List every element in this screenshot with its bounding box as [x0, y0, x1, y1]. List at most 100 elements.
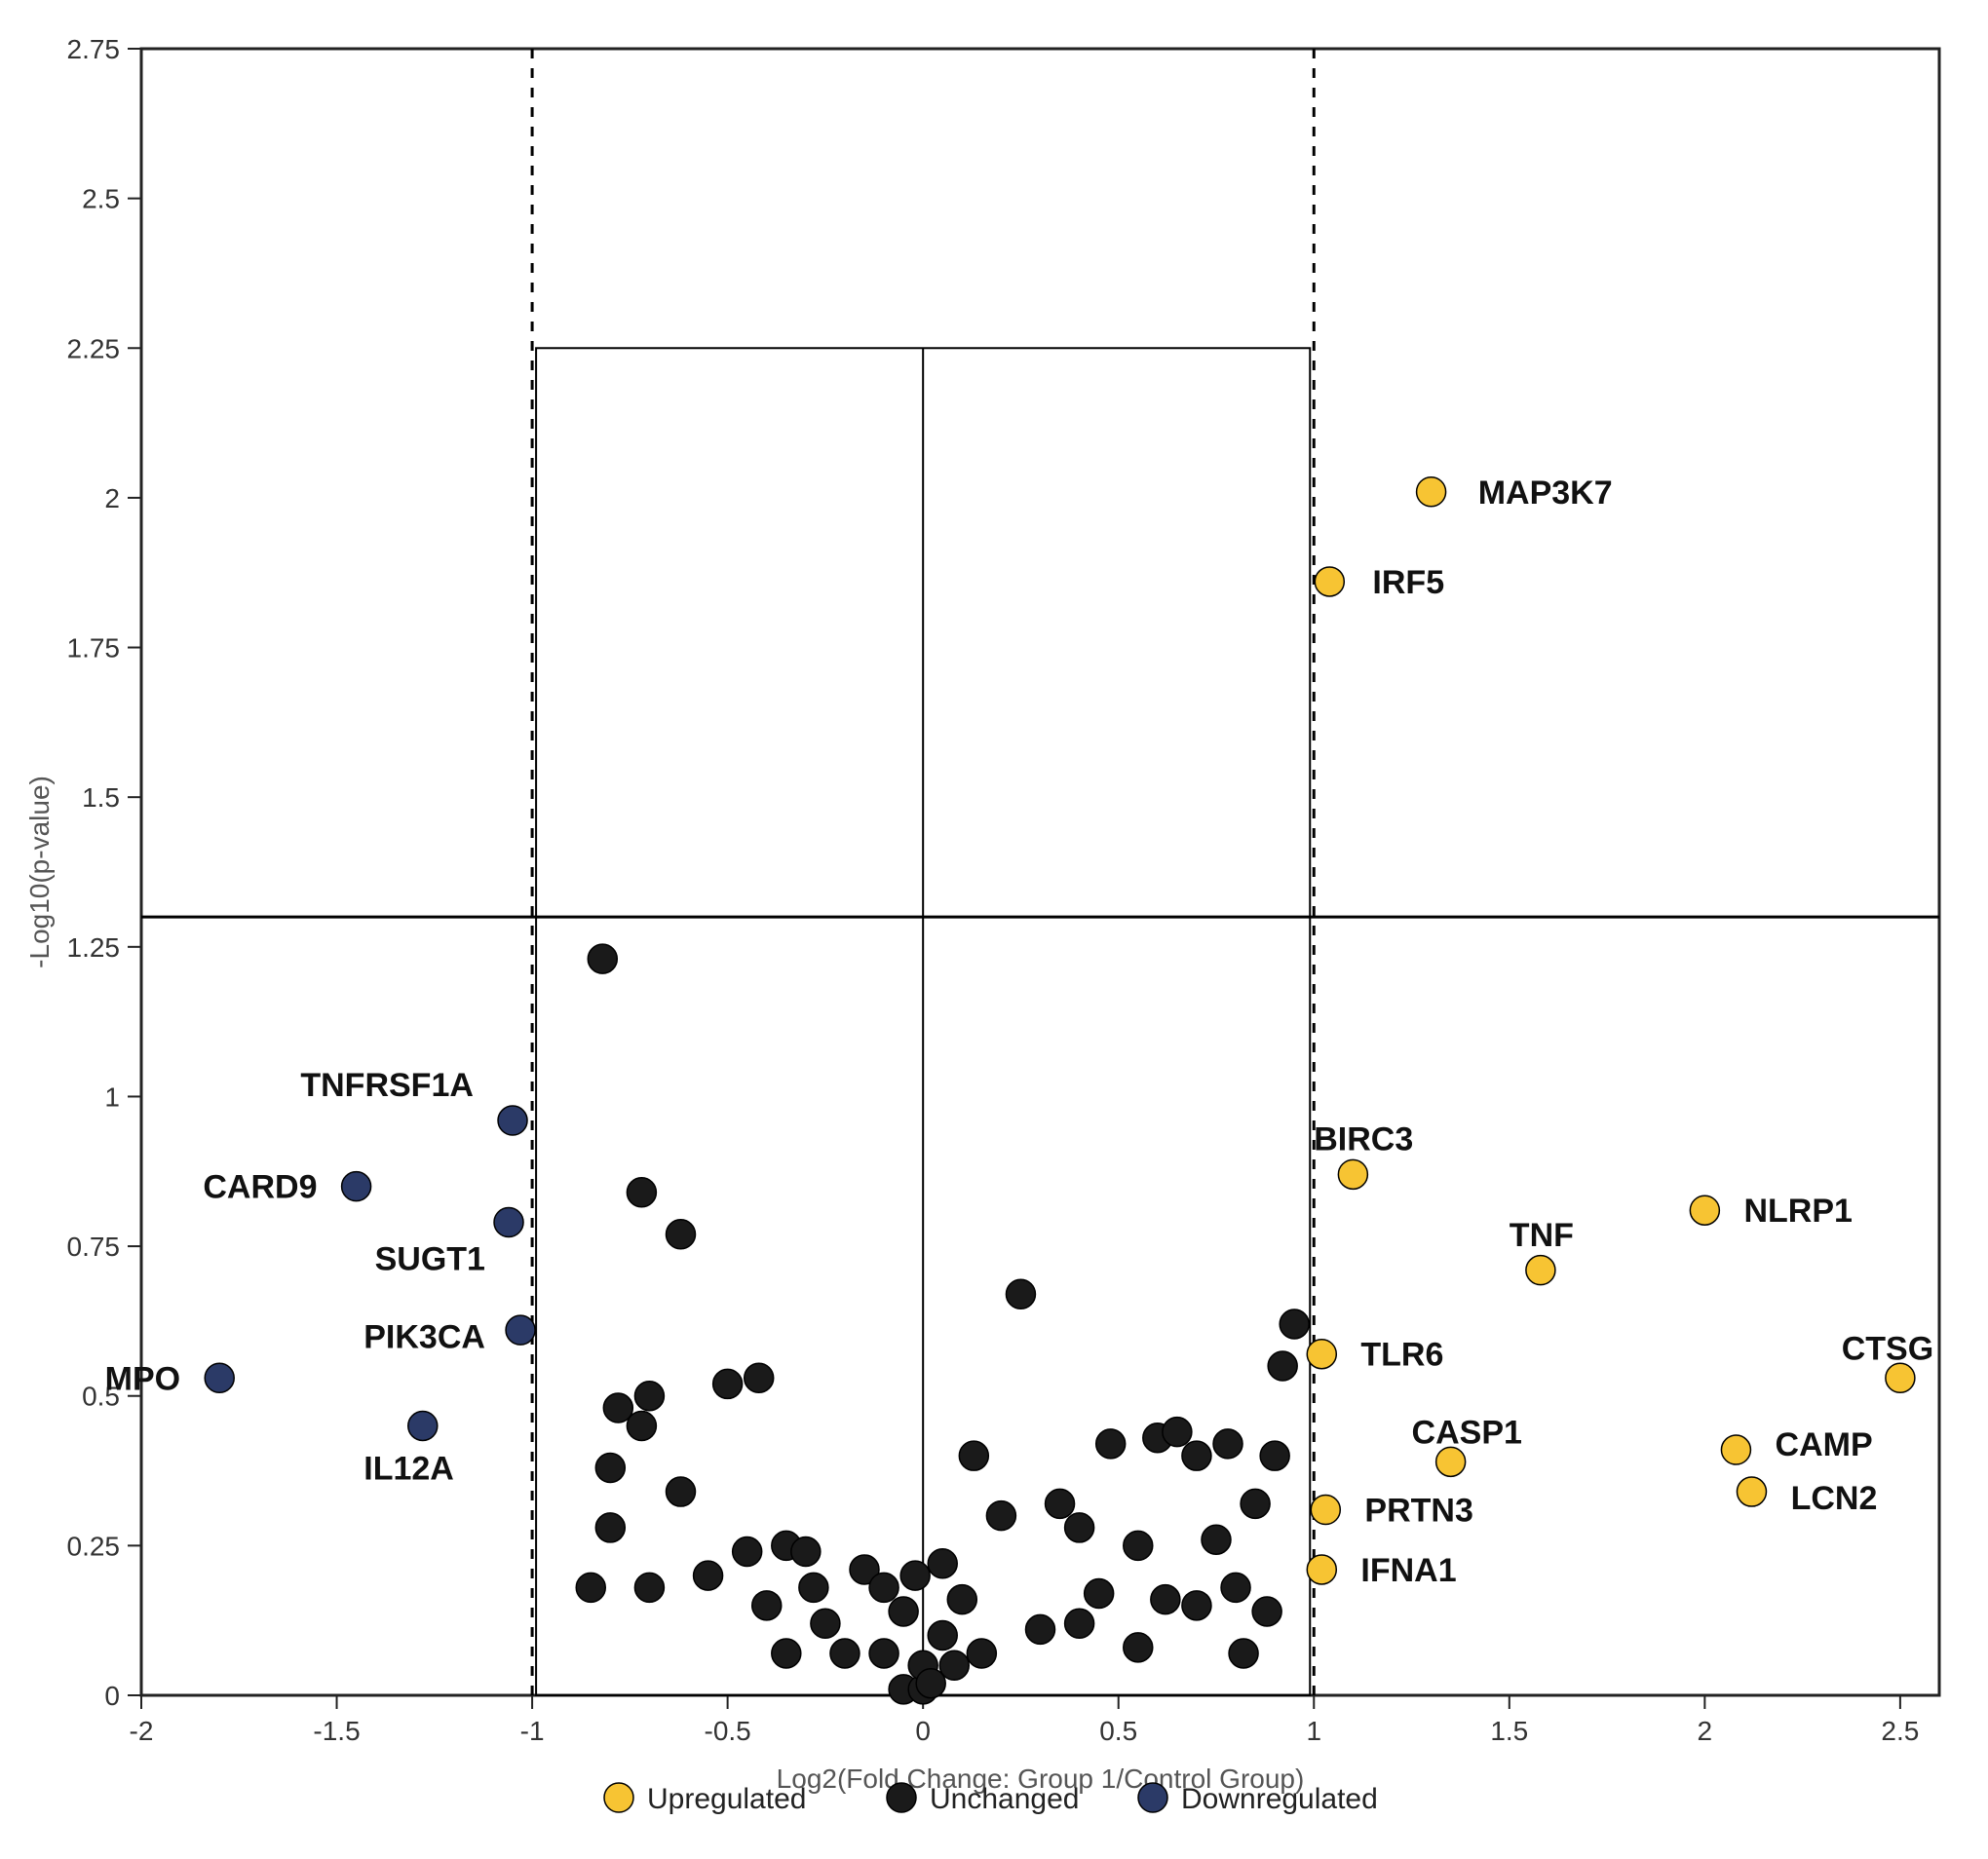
- svg-text:1.5: 1.5: [82, 782, 120, 813]
- point-unchanged: [772, 1639, 801, 1668]
- plot-bg: [0, 0, 1988, 1859]
- point-up: [1307, 1555, 1336, 1584]
- svg-text:0.5: 0.5: [1099, 1716, 1137, 1746]
- svg-text:2.5: 2.5: [1881, 1716, 1919, 1746]
- point-unchanged: [595, 1453, 625, 1482]
- svg-text:1.25: 1.25: [67, 932, 121, 963]
- point-unchanged: [959, 1441, 988, 1470]
- point-unchanged: [967, 1639, 996, 1668]
- point-unchanged: [811, 1609, 840, 1638]
- point-unchanged: [799, 1573, 828, 1602]
- gene-label: CTSG: [1842, 1331, 1933, 1368]
- point-unchanged: [1268, 1351, 1297, 1381]
- volcano-plot: -2-1.5-1-0.500.511.522.500.250.50.7511.2…: [0, 0, 1988, 1859]
- point-up: [1721, 1435, 1750, 1464]
- point-down: [205, 1363, 234, 1392]
- point-unchanged: [733, 1537, 762, 1567]
- gene-label: TLR6: [1360, 1337, 1443, 1374]
- point-unchanged: [634, 1573, 664, 1602]
- point-unchanged: [1280, 1309, 1309, 1339]
- point-unchanged: [595, 1513, 625, 1542]
- svg-text:1: 1: [104, 1081, 120, 1112]
- gene-label: PIK3CA: [363, 1318, 485, 1355]
- svg-text:-1.5: -1.5: [313, 1716, 360, 1746]
- legend-label: Unchanged: [930, 1783, 1079, 1815]
- legend-marker: [887, 1783, 916, 1812]
- point-up: [1315, 567, 1344, 596]
- point-down: [408, 1411, 438, 1440]
- point-unchanged: [1085, 1579, 1114, 1609]
- svg-text:0.75: 0.75: [67, 1232, 121, 1262]
- svg-text:0: 0: [104, 1681, 120, 1711]
- point-unchanged: [939, 1650, 969, 1680]
- point-up: [1436, 1447, 1466, 1476]
- gene-label: LCN2: [1791, 1480, 1878, 1517]
- point-unchanged: [1221, 1573, 1250, 1602]
- point-up: [1417, 477, 1446, 507]
- svg-text:-0.5: -0.5: [705, 1716, 751, 1746]
- point-unchanged: [947, 1585, 976, 1614]
- point-up: [1307, 1340, 1336, 1369]
- gene-label: TNF: [1510, 1217, 1574, 1254]
- point-unchanged: [713, 1369, 743, 1398]
- point-unchanged: [791, 1537, 821, 1567]
- point-unchanged: [1241, 1489, 1270, 1518]
- point-unchanged: [576, 1573, 605, 1602]
- legend-label: Upregulated: [647, 1783, 806, 1815]
- point-unchanged: [830, 1639, 860, 1668]
- y-axis-label: -Log10(p-value): [24, 776, 55, 968]
- point-unchanged: [1026, 1614, 1055, 1644]
- point-unchanged: [1124, 1633, 1153, 1662]
- gene-label: CAMP: [1776, 1426, 1873, 1463]
- point-unchanged: [1213, 1429, 1242, 1459]
- svg-text:2.75: 2.75: [67, 34, 121, 64]
- point-unchanged: [1065, 1609, 1094, 1638]
- point-unchanged: [1252, 1597, 1281, 1626]
- legend: UpregulatedUnchangedDownregulated: [604, 1783, 1378, 1815]
- point-down: [506, 1315, 535, 1345]
- point-unchanged: [752, 1591, 782, 1620]
- gene-label: NLRP1: [1743, 1193, 1852, 1230]
- svg-text:-1: -1: [520, 1716, 545, 1746]
- gene-label: SUGT1: [375, 1240, 485, 1277]
- gene-label: IL12A: [363, 1450, 454, 1487]
- gene-label: IFNA1: [1360, 1552, 1456, 1589]
- point-unchanged: [1151, 1585, 1180, 1614]
- point-up: [1690, 1195, 1719, 1225]
- point-unchanged: [1006, 1279, 1035, 1309]
- legend-marker: [1138, 1783, 1167, 1812]
- point-unchanged: [667, 1477, 696, 1506]
- point-unchanged: [1260, 1441, 1289, 1470]
- point-unchanged: [928, 1549, 957, 1578]
- point-unchanged: [634, 1382, 664, 1411]
- svg-text:2.25: 2.25: [67, 333, 121, 363]
- point-up: [1526, 1256, 1555, 1285]
- point-down: [494, 1208, 523, 1237]
- svg-text:0: 0: [915, 1716, 931, 1746]
- point-unchanged: [667, 1220, 696, 1249]
- point-unchanged: [1096, 1429, 1126, 1459]
- gene-label: PRTN3: [1364, 1492, 1472, 1529]
- point-unchanged: [588, 944, 617, 973]
- point-unchanged: [1202, 1525, 1231, 1554]
- point-unchanged: [1182, 1591, 1211, 1620]
- gene-label: CASP1: [1412, 1415, 1522, 1452]
- point-unchanged: [900, 1561, 930, 1590]
- point-unchanged: [928, 1621, 957, 1650]
- svg-text:2.5: 2.5: [82, 184, 120, 214]
- point-unchanged: [745, 1363, 774, 1392]
- svg-text:2: 2: [1698, 1716, 1713, 1746]
- gene-label: MAP3K7: [1478, 474, 1613, 512]
- point-unchanged: [869, 1639, 898, 1668]
- point-unchanged: [627, 1178, 656, 1207]
- point-down: [342, 1172, 371, 1201]
- point-down: [498, 1106, 527, 1135]
- svg-text:1: 1: [1306, 1716, 1321, 1746]
- point-unchanged: [1229, 1639, 1258, 1668]
- point-unchanged: [627, 1411, 656, 1440]
- point-unchanged: [889, 1597, 918, 1626]
- point-unchanged: [694, 1561, 723, 1590]
- point-up: [1737, 1477, 1766, 1506]
- svg-text:-2: -2: [130, 1716, 154, 1746]
- gene-label: MPO: [105, 1360, 180, 1397]
